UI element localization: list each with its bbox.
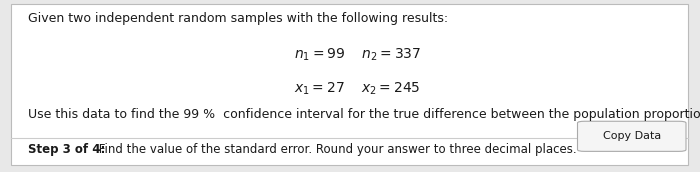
Text: Find the value of the standard error. Round your answer to three decimal places.: Find the value of the standard error. Ro… [95, 143, 577, 156]
FancyBboxPatch shape [10, 4, 688, 165]
Text: Copy Data: Copy Data [603, 131, 661, 141]
FancyBboxPatch shape [578, 121, 686, 151]
Text: $n_1 = 99$    $n_2 = 337$: $n_1 = 99$ $n_2 = 337$ [294, 46, 421, 63]
Text: Step 3 of 4:: Step 3 of 4: [28, 143, 106, 156]
Text: Use this data to find the 99 %  confidence interval for the true difference betw: Use this data to find the 99 % confidenc… [28, 108, 700, 121]
Text: $x_1 = 27$    $x_2 = 245$: $x_1 = 27$ $x_2 = 245$ [294, 81, 421, 97]
Text: Given two independent random samples with the following results:: Given two independent random samples wit… [28, 12, 448, 25]
